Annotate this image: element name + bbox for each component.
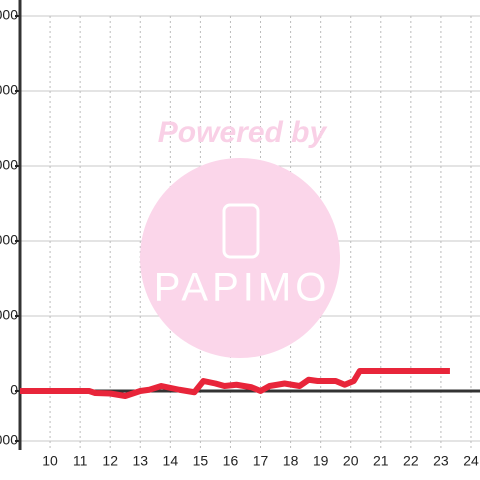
y-tick-label: 60,000 xyxy=(0,232,18,248)
x-tick-label: 24 xyxy=(463,453,479,469)
watermark-logo: PAPIMO xyxy=(154,266,331,310)
y-tick-label: 120,000 xyxy=(0,82,18,98)
x-tick-label: 16 xyxy=(223,453,239,469)
x-tick-label: 19 xyxy=(313,453,329,469)
x-tick-label: 11 xyxy=(73,453,88,469)
x-tick-label: 12 xyxy=(102,453,118,469)
x-tick-label: 20 xyxy=(343,453,359,469)
x-tick-label: 17 xyxy=(253,453,269,469)
y-tick-label: 30,000 xyxy=(0,307,18,323)
y-tick-label: 90,000 xyxy=(0,157,18,173)
x-tick-label: 13 xyxy=(132,453,148,469)
x-tick-label: 22 xyxy=(403,453,419,469)
plot: -20,000 0 30,000 60,000 90,000 120,000 150,000… xyxy=(0,0,480,469)
x-tick-label: 21 xyxy=(373,453,389,469)
data-line xyxy=(20,368,450,399)
x-tick-label: 15 xyxy=(193,453,209,469)
watermark-text: Powered by xyxy=(158,116,328,149)
watermark-icon xyxy=(222,203,260,259)
x-tick-label: 14 xyxy=(163,453,179,469)
y-tick-label: -20,000 xyxy=(0,432,18,448)
y-tick-label: 150,000 xyxy=(0,7,18,23)
y-tick-label: 0 xyxy=(10,382,18,398)
x-tick-label: 10 xyxy=(42,453,58,469)
x-tick-label: 18 xyxy=(283,453,299,469)
x-tick-label: 23 xyxy=(433,453,449,469)
